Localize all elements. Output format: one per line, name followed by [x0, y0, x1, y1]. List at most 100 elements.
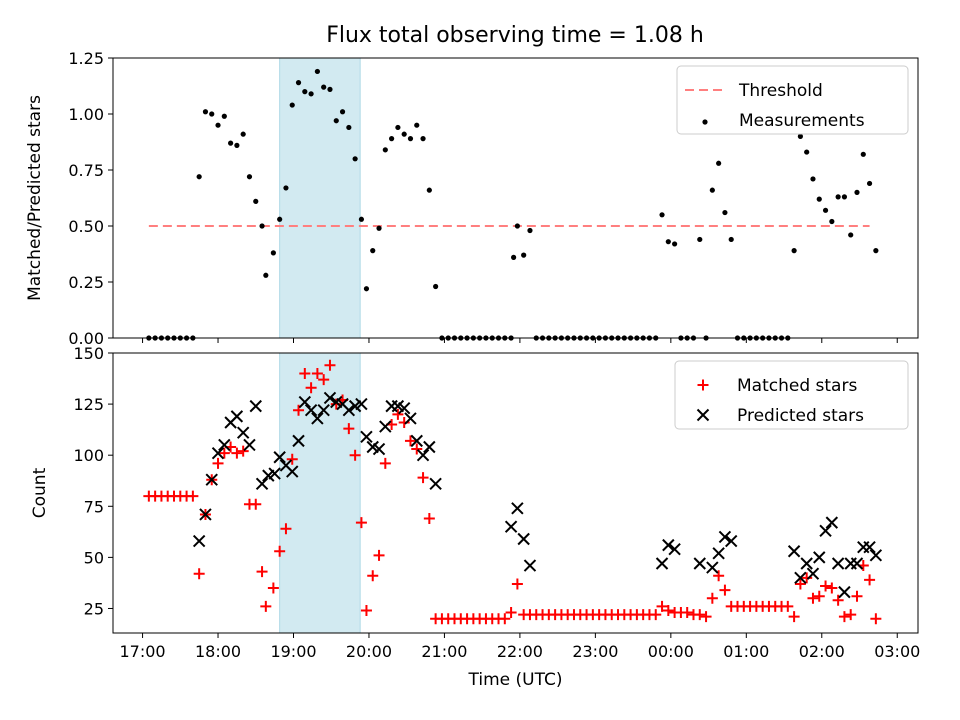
data-point — [373, 549, 385, 561]
data-point — [801, 572, 813, 584]
legend-label: Predicted stars — [737, 406, 864, 426]
data-point — [274, 545, 286, 557]
y-tick-label: 100 — [73, 446, 104, 465]
data-point — [505, 607, 517, 619]
data-point — [250, 498, 262, 510]
x-tick-label: 22:00 — [497, 642, 543, 661]
data-point — [656, 600, 668, 612]
data-point — [521, 252, 527, 258]
data-point — [342, 404, 356, 417]
data-point — [330, 398, 342, 410]
data-point — [218, 438, 231, 452]
y-axis-label: Matched/Predicted stars — [25, 95, 45, 301]
data-point — [791, 248, 797, 254]
x-tick-label: 20:00 — [346, 642, 392, 661]
data-point — [311, 412, 324, 425]
data-point — [196, 174, 202, 180]
data-point — [395, 124, 401, 131]
data-point — [848, 232, 854, 238]
data-point — [379, 420, 392, 433]
data-point — [716, 160, 722, 166]
data-point — [355, 397, 368, 411]
top-panel-ratio: 0.00 0.25 0.50 0.75 1.00 1.25 Matched/Predicte… — [25, 49, 919, 348]
data-point — [788, 611, 800, 623]
data-point — [339, 109, 346, 115]
data-point — [816, 196, 822, 202]
data-point — [822, 207, 829, 213]
data-point — [231, 447, 243, 459]
data-point — [722, 209, 728, 216]
y-tick-label: 0.00 — [68, 329, 104, 348]
data-point — [782, 600, 794, 612]
data-point — [863, 540, 876, 554]
data-point — [286, 465, 299, 478]
data-point — [694, 609, 706, 621]
legend-predicted-swatch — [696, 408, 710, 422]
data-point — [379, 457, 391, 469]
data-point — [209, 111, 215, 117]
legend-label: Measurements — [739, 111, 865, 131]
data-point — [268, 467, 281, 480]
data-point — [810, 176, 816, 182]
data-point — [854, 189, 860, 195]
data-point — [267, 582, 279, 594]
data-point — [343, 423, 355, 435]
y-tick-label: 150 — [73, 344, 104, 363]
data-point — [324, 359, 336, 371]
data-point — [376, 225, 382, 231]
figure-title: Flux total observing time = 1.08 h — [326, 23, 704, 48]
x-tick-label: 17:00 — [120, 642, 166, 661]
data-point — [841, 194, 848, 200]
data-point — [321, 84, 327, 90]
data-point — [305, 382, 317, 394]
data-point — [706, 561, 719, 574]
data-point — [511, 578, 523, 590]
data-point — [292, 434, 305, 448]
data-point — [299, 367, 311, 379]
data-point — [360, 430, 373, 444]
data-point — [860, 151, 866, 157]
data-point — [230, 410, 244, 423]
data-point — [360, 605, 372, 617]
data-point — [302, 89, 308, 95]
data-point — [260, 600, 272, 612]
data-point — [407, 136, 414, 142]
axes-frame — [112, 57, 919, 339]
data-point — [358, 216, 365, 222]
data-point — [523, 559, 537, 572]
data-point — [416, 448, 430, 462]
data-point — [869, 549, 883, 562]
data-point — [719, 584, 731, 596]
legend-label: Threshold — [738, 81, 823, 101]
data-point — [317, 404, 330, 417]
data-point — [205, 473, 218, 486]
data-point — [866, 180, 873, 187]
data-point — [797, 133, 803, 139]
data-point — [800, 557, 813, 570]
data-point — [234, 142, 240, 148]
data-point — [256, 566, 268, 578]
data-point — [404, 435, 416, 447]
data-point — [398, 416, 410, 428]
data-point — [286, 453, 298, 465]
data-point — [511, 254, 517, 260]
data-point — [221, 113, 227, 119]
data-point — [199, 508, 212, 521]
data-point — [289, 102, 295, 108]
x-axis-label: Time (UTC) — [468, 670, 563, 690]
data-point — [277, 216, 283, 222]
data-point — [426, 187, 432, 193]
data-point — [304, 404, 318, 417]
data-point — [429, 477, 442, 491]
data-point — [273, 451, 286, 464]
data-point — [311, 367, 323, 379]
data-point — [404, 412, 417, 425]
data-point — [211, 446, 225, 460]
y-tick-label: 1.00 — [68, 105, 104, 124]
data-point — [527, 227, 533, 234]
x-tick-label: 18:00 — [195, 642, 241, 661]
data-point — [417, 472, 429, 484]
data-point — [807, 592, 819, 604]
legend-measurements-swatch — [702, 119, 708, 125]
data-point — [363, 286, 370, 292]
